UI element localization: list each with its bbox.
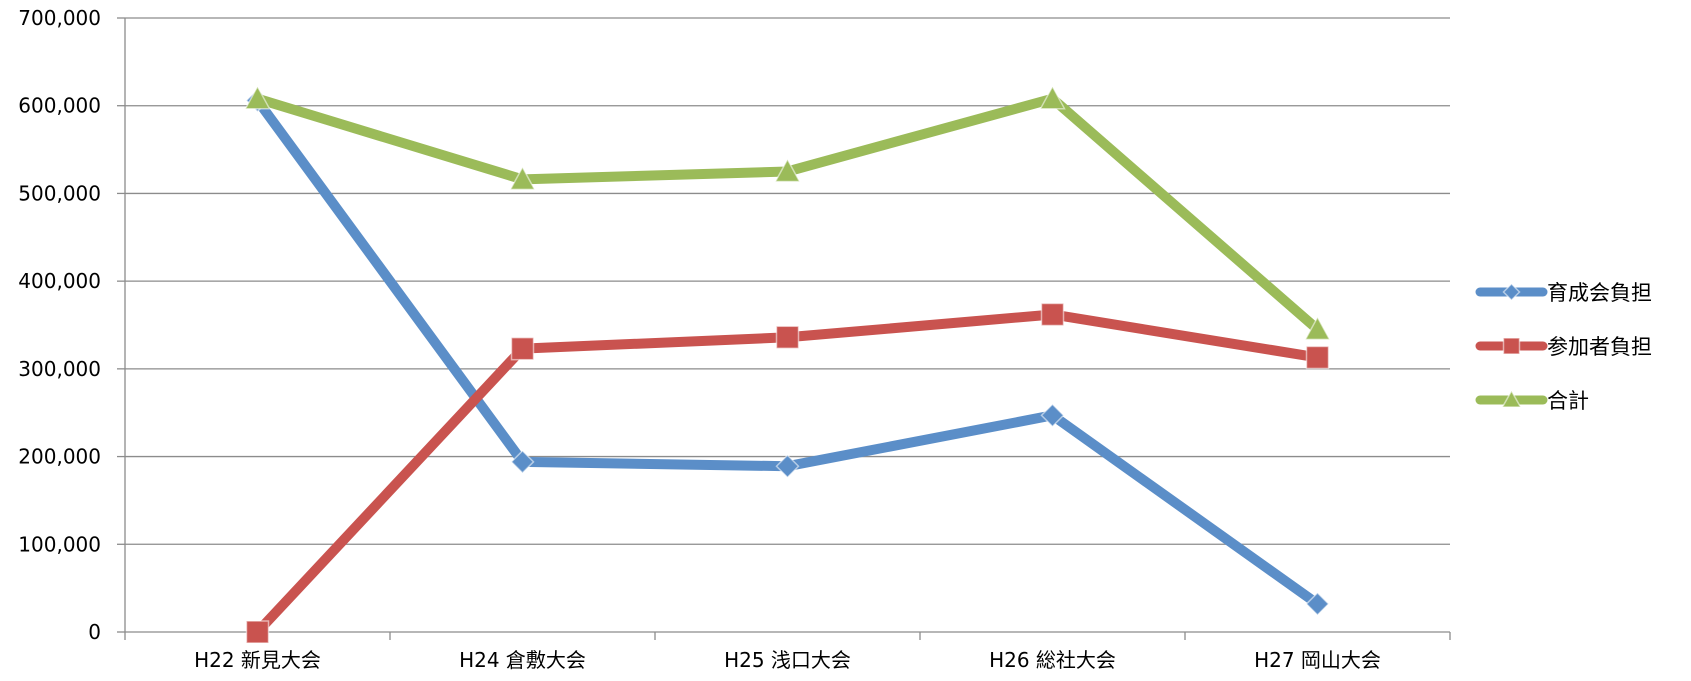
series-2 [244,85,1331,341]
series-0 [245,88,1330,616]
gridlines [125,17,1450,545]
data-point [1305,345,1330,370]
data-point [510,336,535,361]
y-tick-label: 0 [88,620,101,644]
y-tick-label: 600,000 [18,94,101,118]
data-point [1305,591,1330,616]
data-point [244,85,271,110]
legend-label: 育成会負担 [1547,281,1652,305]
x-tick-label: H22 新見大会 [194,648,321,672]
legend-label: 参加者負担 [1547,335,1652,359]
x-tick-label: H24 倉敷大会 [459,648,586,672]
y-tick-label: 200,000 [18,445,101,469]
data-point [509,165,536,191]
triangle-marker [1501,389,1522,408]
data-point [1040,403,1065,428]
legend-label: 合計 [1547,389,1589,413]
y-tick-label: 100,000 [18,532,101,556]
data-point [775,325,800,350]
diamond-marker [1502,282,1521,302]
data-point [775,454,800,479]
legend-item: 育成会負担 [1475,281,1652,305]
data-point [1040,302,1065,327]
y-tick-label: 700,000 [18,6,101,30]
axes: 0 100,000 200,000 300,000 400,000 500,000 600,… [18,6,1451,672]
x-tick-label: H27 岡山大会 [1254,648,1381,672]
series-lines [244,85,1331,644]
series-line [252,93,1323,335]
series-1 [245,302,1330,644]
square-marker [1502,337,1521,355]
legend-item: 合計 [1475,389,1589,413]
y-tick-label: 500,000 [18,181,101,205]
data-point [510,449,535,474]
data-point [245,620,270,644]
x-tick-label: H26 総社大会 [989,648,1116,672]
data-point [1304,315,1331,341]
x-tick-label: H25 浅口大会 [724,648,851,672]
data-point [1039,85,1066,110]
y-tick-label: 400,000 [18,269,101,293]
data-point [774,157,801,183]
legend-item: 参加者負担 [1475,335,1652,359]
y-tick-label: 300,000 [18,357,101,381]
